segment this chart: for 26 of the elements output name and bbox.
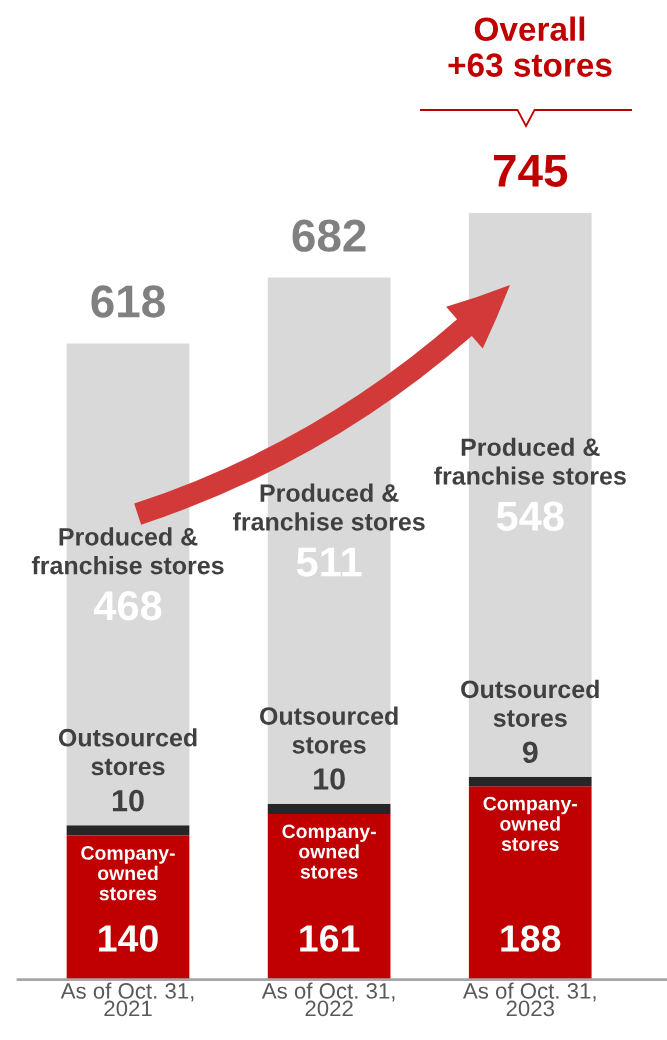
- total-label: 745: [493, 155, 568, 187]
- text: Outsourced stores: [260, 706, 398, 754]
- total-label: 682: [292, 219, 366, 252]
- x-tick-label: As of Oct. 31, 2021: [60, 982, 194, 1017]
- data-label: 161: [300, 925, 360, 952]
- text: Outsourced stores: [58, 728, 197, 776]
- data-label: 188: [501, 925, 561, 952]
- bar: [468, 786, 592, 980]
- bar: [267, 803, 391, 814]
- text: Produced & franchise stores: [232, 483, 425, 531]
- text: Company- owned stores: [282, 824, 376, 879]
- bar: [66, 825, 190, 836]
- text: Outsourced stores: [461, 679, 599, 727]
- text: Produced & franchise stores: [31, 527, 224, 575]
- data-label: 9: [522, 741, 538, 764]
- bar: [468, 776, 592, 787]
- text: Overall +63 stores: [448, 16, 612, 77]
- data-label: 140: [99, 925, 158, 952]
- series-label: Company- owned stores: [81, 846, 175, 901]
- x-tick-label: As of Oct. 31, 2022: [261, 982, 395, 1017]
- total-label: 618: [91, 285, 165, 318]
- data-label: 10: [112, 789, 144, 812]
- series-label: Produced & franchise stores: [434, 437, 626, 485]
- x-tick-label: As of Oct. 31, 2023: [462, 982, 596, 1017]
- data-label: 10: [314, 768, 345, 790]
- text: Company- owned stores: [483, 796, 577, 851]
